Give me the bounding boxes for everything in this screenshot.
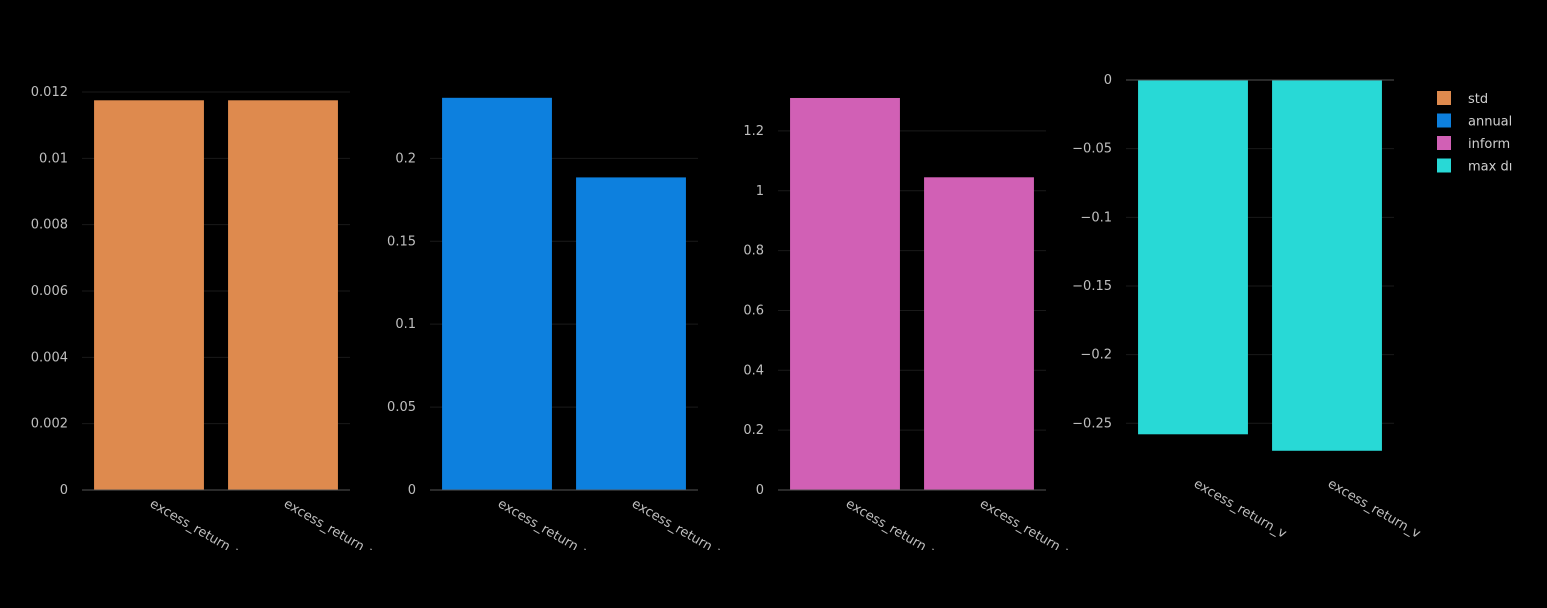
- y-tick-label: 0: [756, 483, 764, 498]
- bar[interactable]: [576, 177, 686, 490]
- bar[interactable]: [1138, 80, 1248, 435]
- y-tick-label: 0.6: [743, 303, 764, 318]
- x-tick-label: excess_return_v: [1191, 476, 1289, 541]
- chart-panel-1: 0 0.002 0.004 0.006 0.008 0.01 0.012 excess_ret…: [31, 85, 379, 561]
- y-tick-label: 0.2: [395, 151, 416, 166]
- y-tick-label: −0.2: [1080, 348, 1112, 363]
- chart-panels: 0 0.002 0.004 0.006 0.008 0.01 0.012 excess_ret…: [31, 73, 1423, 561]
- y-tick-label: 0.05: [387, 400, 416, 415]
- legend-swatch: [1437, 91, 1451, 105]
- x-tick-label: excess_return_v: [977, 496, 1075, 561]
- legend-swatch: [1437, 113, 1451, 128]
- y-tick-label: 0.008: [31, 218, 68, 233]
- bar[interactable]: [442, 97, 552, 490]
- y-tick-label: 0: [408, 483, 416, 498]
- legend-label: std: [1468, 92, 1488, 107]
- y-tick-label: −0.05: [1072, 142, 1112, 157]
- y-tick-label: 0.1: [395, 317, 416, 332]
- legend-item[interactable]: inform: [1437, 136, 1510, 152]
- legend-item[interactable]: std: [1437, 91, 1488, 107]
- y-tick-label: 0.15: [387, 234, 416, 249]
- y-tick-label: 0.4: [743, 363, 764, 378]
- x-tick-label: excess_return_v: [1325, 476, 1423, 541]
- x-tick-label: excess_return_v: [495, 496, 593, 561]
- legend-label: annual: [1468, 115, 1512, 130]
- legend-item[interactable]: annual: [1437, 113, 1512, 130]
- legend-label: inform: [1468, 137, 1510, 152]
- legend[interactable]: std annual inform max dı: [1437, 91, 1512, 175]
- bar[interactable]: [790, 97, 900, 491]
- y-tick-label: 0.012: [31, 85, 68, 100]
- chart-panel-4: 0 −0.05 −0.1 −0.15 −0.2 −0.25 excess_return_v e…: [1072, 73, 1423, 542]
- legend-swatch: [1437, 136, 1451, 150]
- x-tick-label: excess_return_v: [843, 496, 941, 561]
- x-tick-label: excess_return_v: [629, 496, 727, 561]
- y-tick-label: 0.004: [31, 350, 68, 365]
- y-tick-label: 1: [756, 184, 764, 199]
- y-tick-label: 0: [1104, 73, 1112, 88]
- chart-panel-2: 0 0.05 0.1 0.15 0.2 excess_return_v excess_ret…: [387, 97, 727, 561]
- bar[interactable]: [924, 177, 1034, 491]
- y-tick-label: 0.002: [31, 417, 68, 432]
- y-tick-label: 0.2: [743, 423, 764, 438]
- bar[interactable]: [1272, 80, 1382, 451]
- bar[interactable]: [94, 100, 204, 491]
- chart-panel-3: 0 0.2 0.4 0.6 0.8 1 1.2 excess_return_v excess_r…: [743, 97, 1075, 561]
- y-tick-label: 0.006: [31, 284, 68, 299]
- y-tick-label: 1.2: [743, 124, 764, 139]
- y-tick-label: −0.25: [1072, 416, 1112, 431]
- y-tick-label: −0.15: [1072, 279, 1112, 294]
- y-tick-label: 0.01: [39, 151, 68, 166]
- legend-label: max dı: [1468, 160, 1512, 175]
- y-tick-label: 0: [60, 483, 68, 498]
- y-tick-label: −0.1: [1080, 210, 1112, 225]
- bar[interactable]: [228, 100, 338, 491]
- x-tick-label: excess_return_v: [281, 496, 379, 561]
- y-tick-label: 0.8: [743, 244, 764, 259]
- legend-item[interactable]: max dı: [1437, 158, 1512, 175]
- x-tick-label: excess_return_v: [147, 496, 245, 561]
- legend-swatch: [1437, 158, 1451, 173]
